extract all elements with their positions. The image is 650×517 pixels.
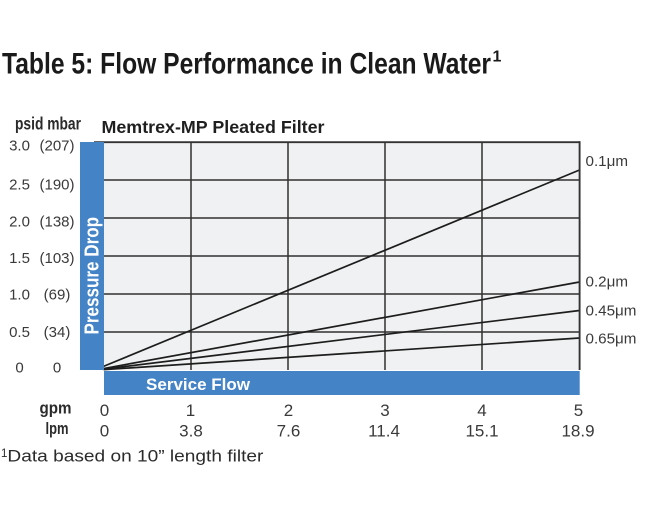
svg-text:0.1μm: 0.1μm [586, 153, 629, 170]
svg-text:5: 5 [574, 401, 583, 420]
svg-text:1: 1 [493, 49, 502, 66]
svg-text:7.6: 7.6 [277, 421, 301, 440]
svg-text:0.65μm: 0.65μm [586, 330, 637, 347]
svg-text:2: 2 [284, 401, 293, 420]
svg-text:psid mbar: psid mbar [15, 114, 81, 134]
svg-text:Service Flow: Service Flow [146, 375, 251, 394]
svg-text:1.5: 1.5 [9, 250, 30, 267]
svg-text:18.9: 18.9 [561, 421, 594, 440]
svg-text:0: 0 [15, 360, 23, 377]
svg-text:0.45μm: 0.45μm [586, 302, 637, 319]
svg-text:Memtrex-MP Pleated Filter: Memtrex-MP Pleated Filter [102, 117, 325, 137]
svg-text:(190): (190) [39, 177, 74, 194]
svg-text:(103): (103) [39, 250, 74, 267]
svg-text:15.1: 15.1 [465, 421, 498, 440]
svg-text:4: 4 [477, 401, 486, 420]
svg-text:1Data based on 10” length filt: 1Data based on 10” length filter [1, 448, 264, 466]
svg-text:2.0: 2.0 [9, 214, 30, 231]
svg-text:0: 0 [53, 360, 61, 377]
svg-text:0: 0 [100, 401, 109, 420]
svg-text:lpm: lpm [46, 419, 69, 438]
svg-text:0.5: 0.5 [9, 324, 30, 341]
svg-text:(138): (138) [39, 214, 74, 231]
svg-text:3: 3 [380, 401, 389, 420]
svg-text:(34): (34) [44, 324, 71, 341]
svg-text:Table 5: Flow Performance in C: Table 5: Flow Performance in Clean Water [2, 48, 491, 81]
svg-text:3.8: 3.8 [179, 421, 203, 440]
svg-text:1: 1 [186, 401, 195, 420]
svg-text:2.5: 2.5 [9, 177, 30, 194]
svg-text:0: 0 [100, 421, 109, 440]
svg-text:(207): (207) [39, 138, 74, 155]
svg-text:Pressure Drop: Pressure Drop [82, 217, 104, 335]
svg-text:gpm: gpm [40, 399, 72, 418]
svg-text:3.0: 3.0 [9, 138, 30, 155]
svg-text:1.0: 1.0 [9, 287, 30, 304]
svg-text:0.2μm: 0.2μm [586, 273, 629, 290]
svg-text:11.4: 11.4 [368, 421, 400, 440]
svg-text:(69): (69) [44, 287, 71, 304]
